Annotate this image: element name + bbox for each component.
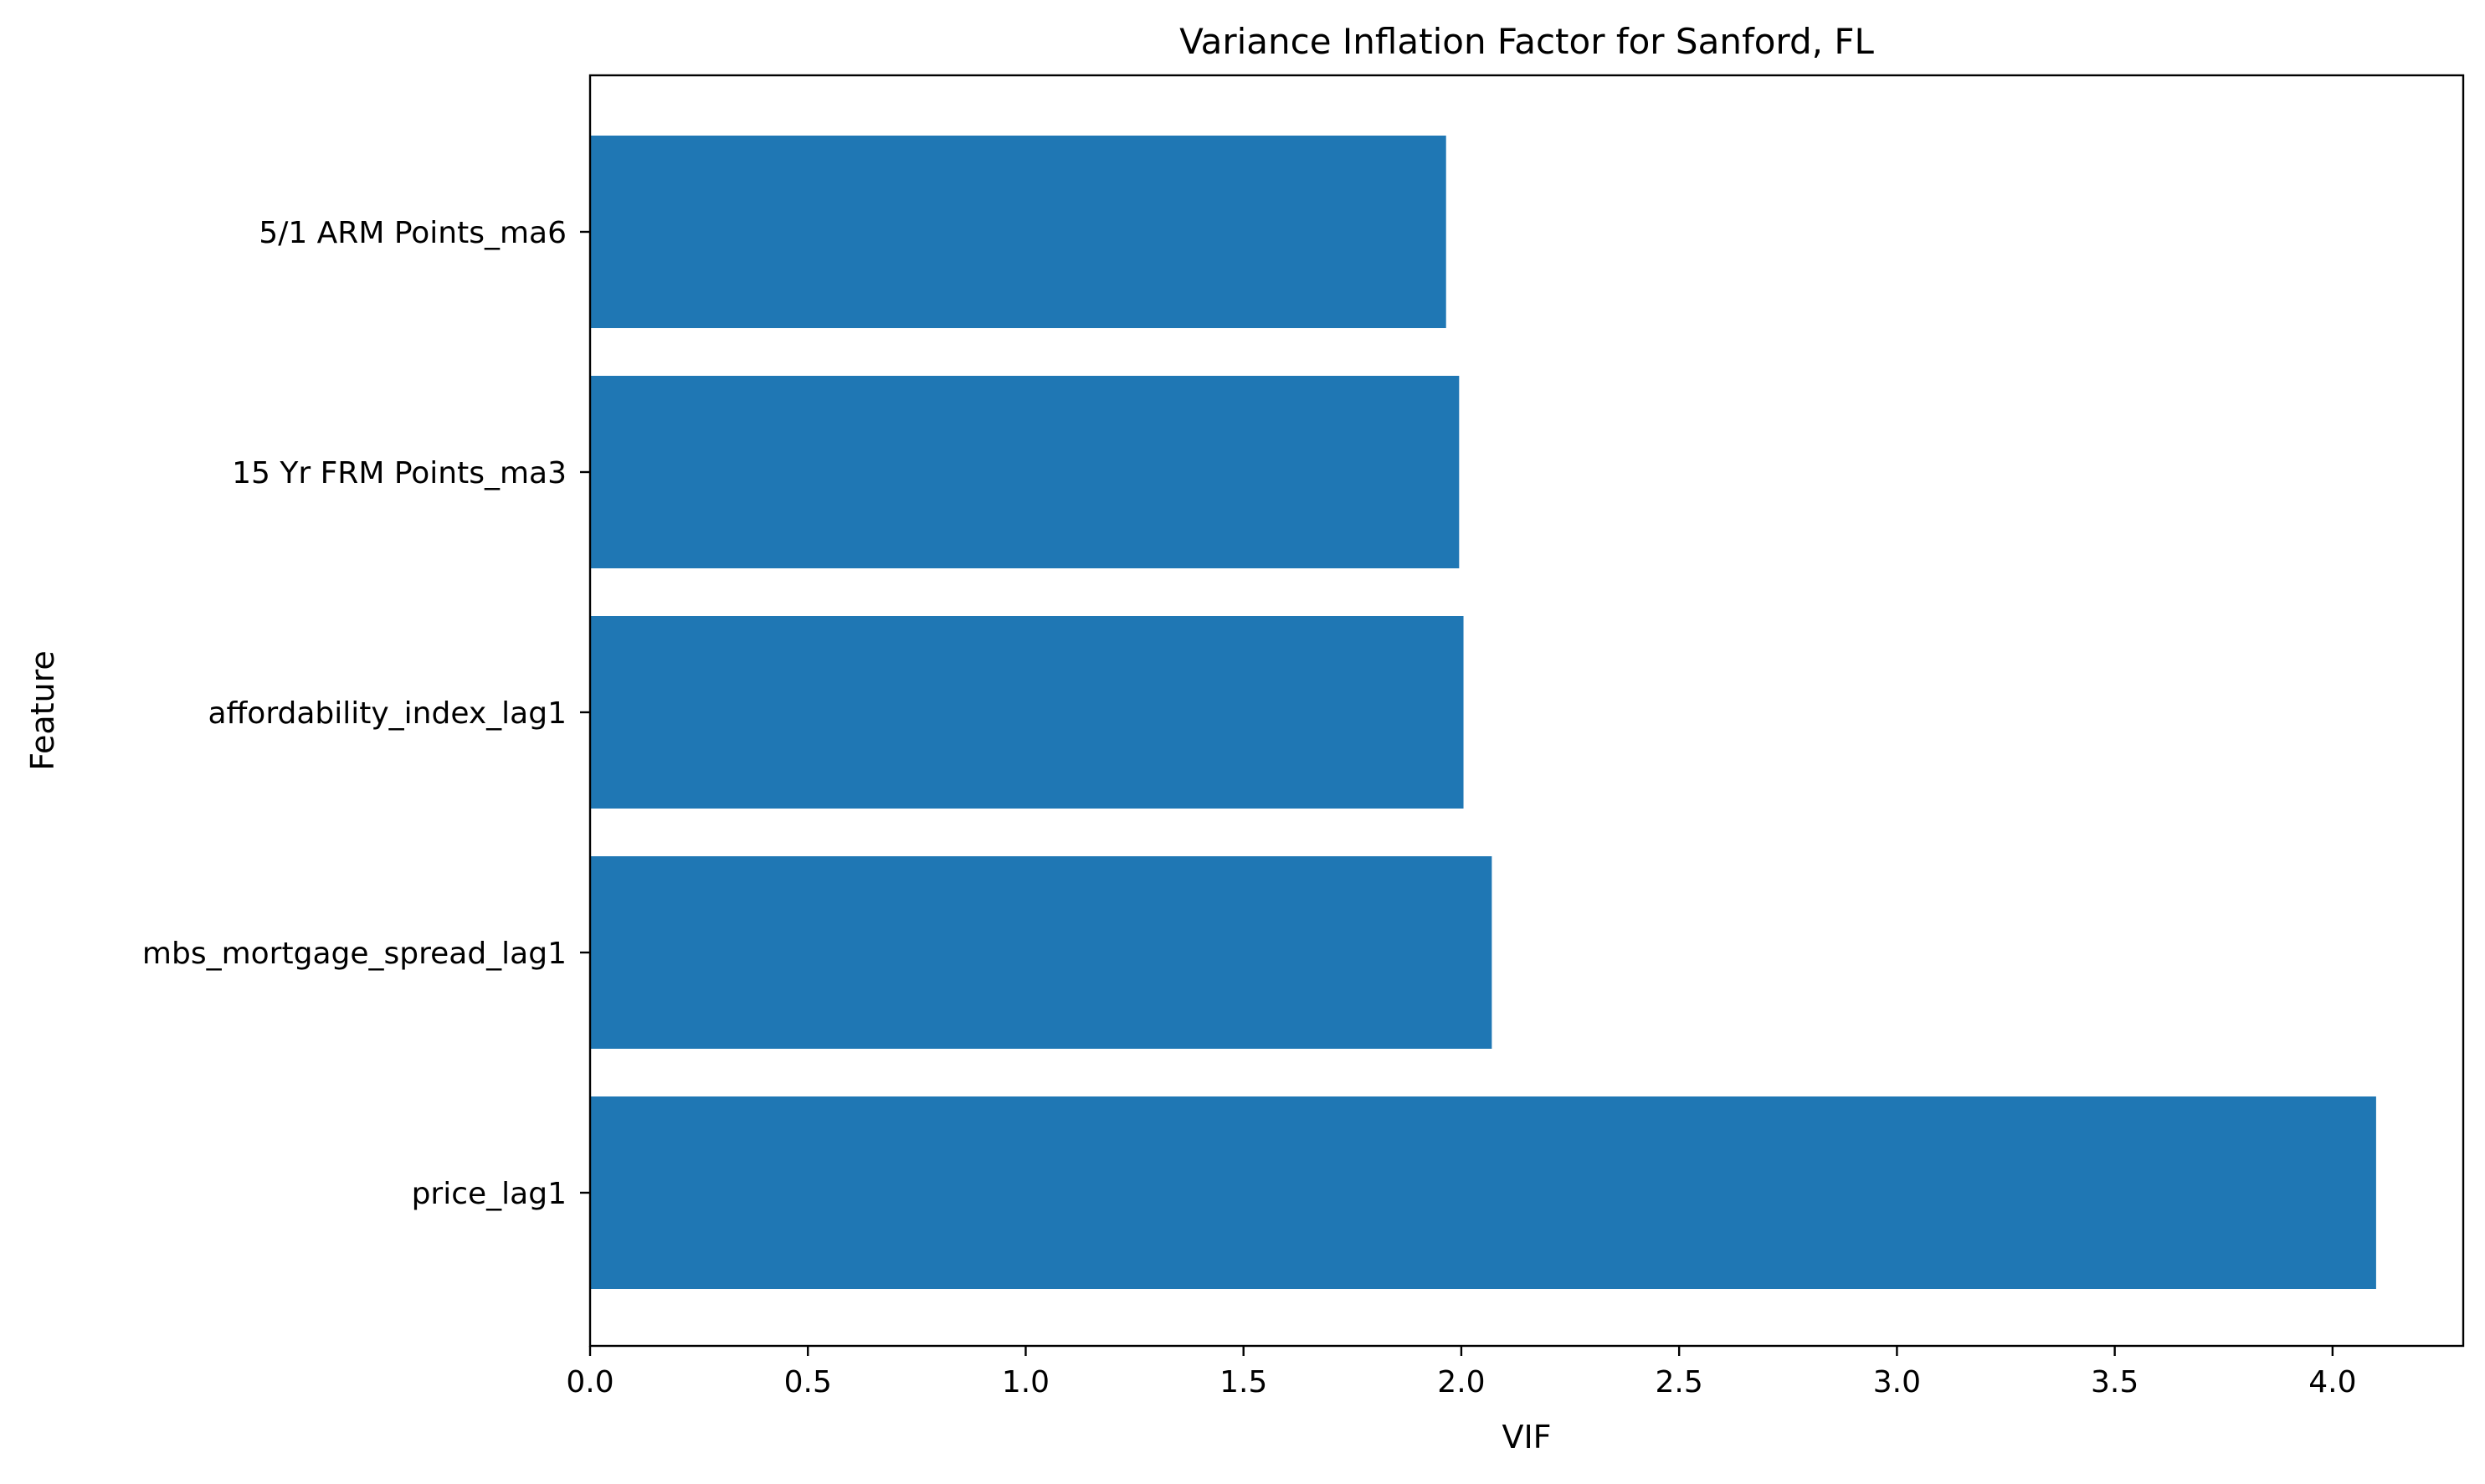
x-tick-label: 0.0	[566, 1365, 614, 1399]
y-axis-label: Feature	[24, 650, 61, 771]
x-tick-label: 3.0	[1873, 1365, 1921, 1399]
bar-3	[590, 376, 1460, 568]
y-tick-label: price_lag1	[412, 1177, 567, 1211]
x-axis-label: VIF	[1502, 1419, 1551, 1456]
x-tick-label: 2.5	[1656, 1365, 1703, 1399]
x-tick-label: 2.0	[1437, 1365, 1485, 1399]
y-tick-label: 15 Yr FRM Points_ma3	[232, 456, 567, 490]
x-tick-label: 3.5	[2091, 1365, 2138, 1399]
axes-frame	[588, 74, 2465, 1348]
x-tick-label: 1.5	[1219, 1365, 1267, 1399]
y-tick-label: affordability_index_lag1	[208, 696, 567, 731]
bar-4	[590, 136, 1446, 328]
ticks-layer: price_lag1 mbs_mortgage_spread_lag1 afford…	[142, 216, 2357, 1399]
bar-1	[590, 856, 1492, 1049]
bars-layer	[590, 136, 2376, 1289]
x-tick-label: 4.0	[2308, 1365, 2356, 1399]
bar-2	[590, 616, 1464, 809]
y-tick-label: 5/1 ARM Points_ma6	[259, 216, 567, 250]
y-tick-label: mbs_mortgage_spread_lag1	[142, 937, 567, 971]
bar-0	[590, 1096, 2376, 1289]
x-tick-label: 1.0	[1002, 1365, 1050, 1399]
x-tick-label: 0.5	[784, 1365, 832, 1399]
chart-title: Variance Inflation Factor for Sanford, F…	[1179, 21, 1874, 62]
